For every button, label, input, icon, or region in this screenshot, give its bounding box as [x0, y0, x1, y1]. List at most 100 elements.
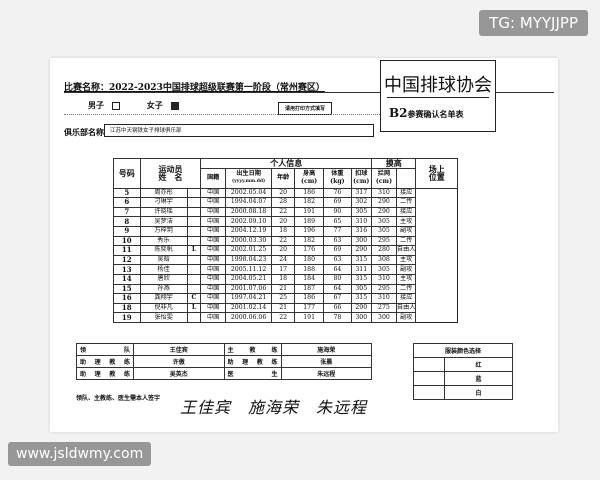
header-spike: 扣球 (cm): [350, 167, 373, 189]
male-checkbox[interactable]: [112, 102, 120, 110]
header-name-label: 姓 名: [158, 172, 183, 183]
cell-no: 19: [113, 312, 141, 323]
cell-nat: 中国: [200, 283, 226, 295]
cell-height: 188: [293, 264, 325, 275]
roster-row: 16 龚翔宇 C 中国 1997.04.21 25 186 67 315 310 接应: [113, 293, 458, 304]
cell-birth: 2000.08.18: [224, 206, 273, 218]
cell-block: 290: [371, 197, 397, 208]
staff-role-label: 领队: [76, 343, 134, 356]
cell-role: [186, 283, 202, 295]
cell-pos: 二传: [395, 235, 417, 247]
cell-block: 305: [371, 264, 397, 275]
cell-name: 吴梦洁: [139, 216, 188, 227]
uniform-check-white[interactable]: [413, 385, 445, 400]
cell-pos: 接应: [395, 293, 417, 304]
cell-weight: 77: [323, 225, 352, 237]
cell-weight: 69: [323, 197, 352, 208]
header-spike-unit: (cm): [353, 178, 370, 186]
cell-block: 305: [371, 225, 397, 237]
cell-nat: 中国: [200, 216, 226, 227]
cell-spike: 316: [350, 225, 373, 237]
cell-height: 191: [293, 312, 325, 323]
cell-birth: 2000.03.30: [224, 235, 273, 247]
cell-no: 15: [113, 283, 141, 295]
cell-name: 许晓瑶: [139, 206, 188, 218]
cell-pos: 二传: [395, 283, 417, 295]
cell-age: 17: [271, 264, 295, 275]
staff-name: 施海荣: [280, 343, 372, 356]
uniform-option-blue: 蓝: [444, 371, 513, 386]
cell-name: 秀乐: [139, 235, 188, 247]
header-birth: 出生日期 (yyyy.mm.dd): [224, 167, 273, 189]
header-height: 身高 (cm): [293, 167, 325, 189]
cell-role: C: [186, 293, 202, 304]
cell-spike: 317: [350, 187, 373, 199]
cell-block: 295: [371, 235, 397, 247]
staff-role-label: 助理教练: [223, 355, 282, 368]
cell-role: L: [186, 302, 202, 314]
cell-role: [186, 312, 202, 323]
cell-pos: 接应: [395, 187, 417, 199]
cell-block: 290: [371, 206, 397, 218]
cell-height: 176: [293, 245, 325, 256]
staff-row: 助理教练 吴英杰 医生 朱远程: [76, 367, 372, 380]
cell-weight: 67: [323, 293, 352, 304]
cell-birth: 2001.02.14: [224, 302, 273, 314]
uniform-check-blue[interactable]: [413, 371, 445, 386]
cell-spike: 305: [350, 283, 373, 295]
staff-row: 领队 王佳宾 主教练 施海荣: [76, 343, 372, 356]
cell-name: 杨佳: [139, 264, 188, 275]
cell-birth: 1994.04.07: [224, 197, 273, 208]
uniform-option-white: 白: [444, 385, 513, 400]
cell-weight: 64: [323, 283, 352, 295]
cell-nat: 中国: [200, 206, 226, 218]
cell-block: 280: [371, 245, 397, 256]
cell-birth: 2005.11.12: [224, 264, 273, 275]
cell-name: 唐欣: [139, 273, 188, 285]
cell-birth: 2004.12.19: [224, 225, 273, 237]
staff-name: 许傲: [133, 355, 225, 368]
cell-age: 24: [271, 254, 295, 266]
competition-title: 比赛名称：2022-2023中国排球超级联赛第一阶段（常州赛区）: [64, 83, 325, 93]
signatures: 王佳宾 施海荣 朱远程: [180, 398, 368, 417]
cell-pos: 主攻: [395, 273, 417, 285]
roster-row: 15 孙燕 中国 2001.07.06 21 187 64 305 295 二传: [113, 283, 458, 295]
org-name: 中国排球协会: [384, 75, 492, 96]
cell-weight: 90: [323, 206, 352, 218]
header-weight: 体重 (kg): [323, 167, 352, 189]
uniform-color-table: 服装颜色选择 红 蓝 白: [413, 343, 513, 400]
form-code-line: B2参赛确认名单表: [389, 106, 464, 120]
staff-role-label: 助理教练: [76, 355, 134, 368]
cell-name: 龚翔宇: [139, 293, 188, 304]
cell-role: [186, 254, 202, 266]
cell-height: 177: [293, 302, 325, 314]
roster-row: 10 秀乐 中国 2000.03.30 22 182 63 300 295 二传: [113, 235, 458, 247]
cell-height: 189: [293, 216, 325, 227]
cell-role: [186, 225, 202, 237]
roster-row: 6 刁琳宇 中国 1994.04.07 28 182 69 302 290 二传: [113, 197, 458, 208]
cell-no: 13: [113, 264, 141, 275]
cell-nat: 中国: [200, 187, 226, 199]
female-checkbox[interactable]: [170, 102, 179, 110]
roster-row: 7 许晓瑶 中国 2000.08.18 22 191 90 305 290 接应: [113, 206, 458, 218]
cell-block: 310: [371, 187, 397, 199]
staff-role-label: 医生: [223, 367, 282, 380]
staff-table: 领队 王佳宾 主教练 施海荣 助理教练 许傲 助理教练 张晨 助理教练 吴英杰 医生 朱远程: [76, 343, 372, 380]
uniform-check-red[interactable]: [413, 357, 445, 372]
cell-birth: 1997.04.21: [224, 293, 273, 304]
cell-weight: 80: [323, 273, 352, 285]
roster-row: 11 陈奕帆 L 中国 2002.01.25 20 176 69 290 280 自由人: [113, 245, 458, 256]
staff-role-label: 助理教练: [76, 367, 134, 380]
cell-role: [186, 197, 202, 208]
cell-spike: 300: [350, 235, 373, 247]
cell-role: L: [186, 245, 202, 256]
header-birth-format: (yyyy.mm.dd): [232, 179, 266, 185]
cell-age: 18: [271, 225, 295, 237]
roster-row: 12 吴晗 中国 1998.04.23 24 180 63 315 308 主攻: [113, 254, 458, 266]
header-personal: 个人信息: [200, 158, 373, 169]
cell-block: 310: [371, 293, 397, 304]
cell-spike: 315: [350, 293, 373, 304]
cell-birth: 2002.01.25: [224, 245, 273, 256]
roster-row: 9 万梓玥 中国 2004.12.19 18 196 77 316 305 副攻: [113, 225, 458, 237]
cell-spike: 302: [350, 197, 373, 208]
